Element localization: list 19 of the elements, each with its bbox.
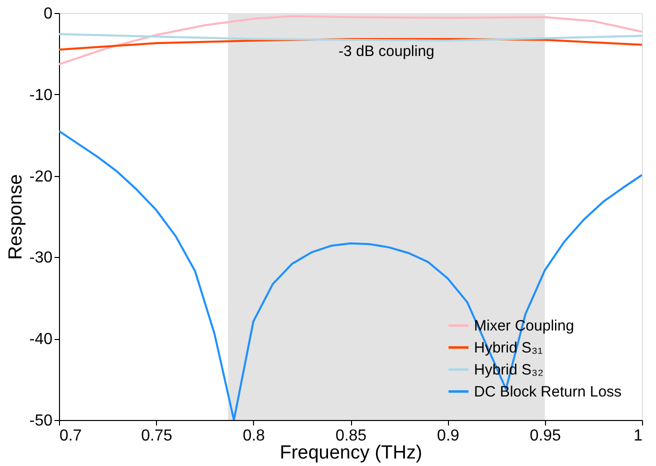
y-tick-label: -40	[29, 331, 53, 348]
x-tick-label: 0.7	[60, 428, 82, 444]
x-tick-label: 0.8	[242, 428, 266, 444]
y-tick-label: 0	[44, 6, 53, 22]
x-tick-label: 0.75	[141, 428, 172, 444]
line-series	[59, 33, 642, 42]
band-label: -3 dB coupling	[338, 43, 434, 60]
y-tick-label: -20	[29, 168, 53, 186]
x-tick-label: 1	[634, 428, 643, 444]
x-tick-label: 0.85	[335, 428, 367, 444]
y-tick-label: -50	[29, 412, 53, 430]
x-tick-label: 0.9	[437, 428, 460, 444]
legend-label: DC Block Return Loss	[474, 384, 622, 400]
x-tick-label: 0.95	[530, 428, 562, 444]
y-tick-label: -10	[29, 86, 53, 104]
y-tick-label: -30	[29, 250, 53, 267]
x-axis-title: Frequency (THz)	[280, 442, 422, 464]
y-axis-title: Response	[5, 174, 26, 260]
line-series	[59, 15, 642, 66]
